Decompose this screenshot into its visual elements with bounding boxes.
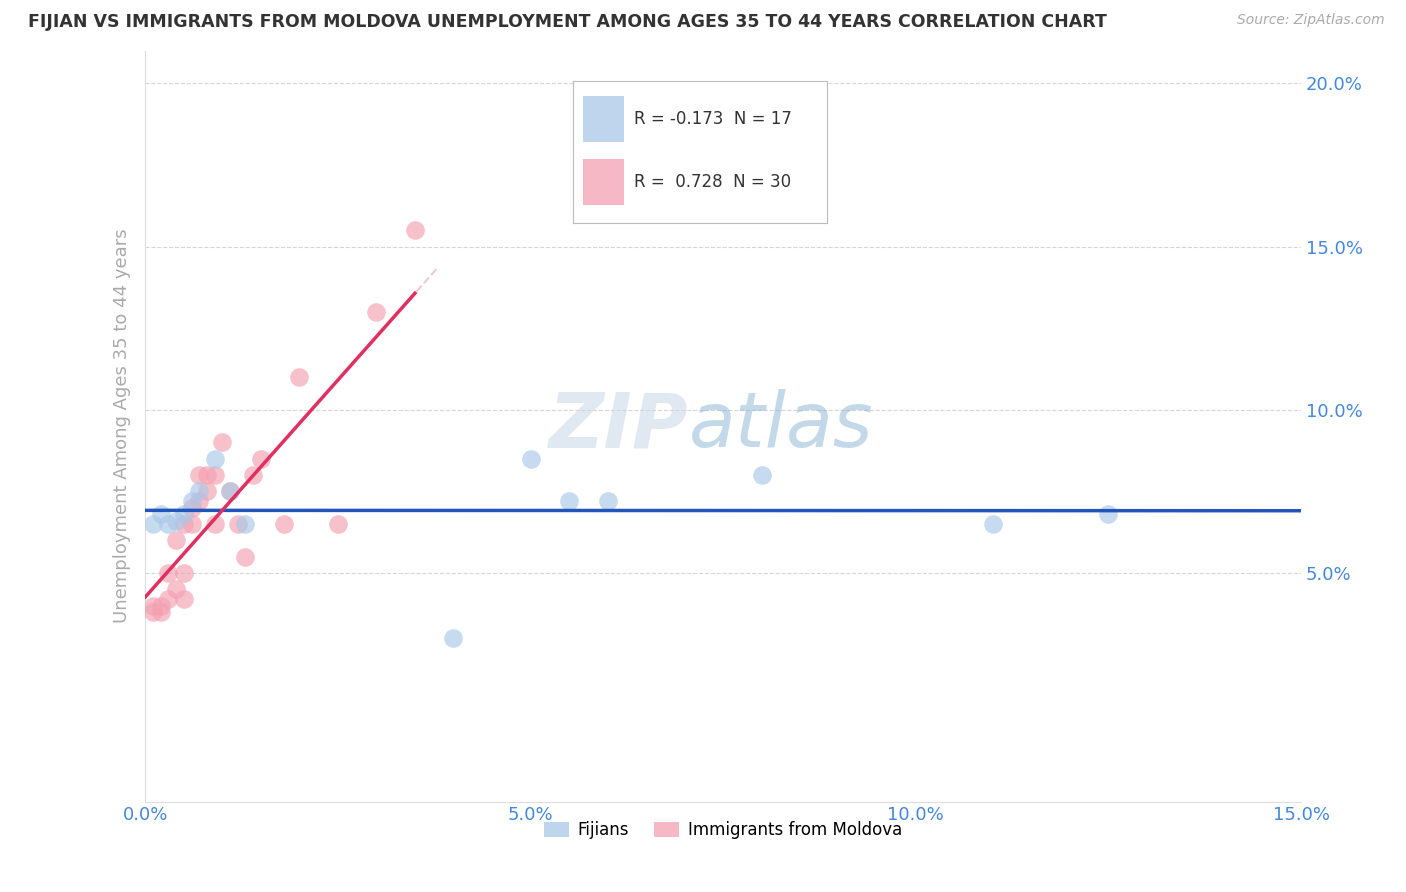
Point	[173, 566, 195, 580]
Point	[165, 533, 187, 548]
Point	[165, 582, 187, 597]
Point	[173, 592, 195, 607]
Point	[188, 494, 211, 508]
Text: Source: ZipAtlas.com: Source: ZipAtlas.com	[1237, 13, 1385, 28]
Point	[180, 517, 202, 532]
Point	[211, 435, 233, 450]
Point	[142, 605, 165, 619]
Point	[149, 605, 172, 619]
Point	[204, 517, 226, 532]
Point	[157, 592, 180, 607]
Point	[173, 508, 195, 522]
Point	[204, 451, 226, 466]
Point	[149, 599, 172, 613]
Point	[149, 508, 172, 522]
Point	[173, 517, 195, 532]
Point	[519, 451, 541, 466]
Point	[443, 632, 465, 646]
Point	[1097, 508, 1119, 522]
Point	[195, 468, 218, 483]
Point	[273, 517, 295, 532]
Point	[596, 494, 619, 508]
Point	[188, 468, 211, 483]
Text: atlas: atlas	[689, 389, 873, 463]
Point	[219, 484, 242, 499]
Point	[142, 517, 165, 532]
Point	[288, 370, 311, 384]
Point	[751, 468, 773, 483]
Point	[235, 517, 257, 532]
Point	[242, 468, 264, 483]
Point	[204, 468, 226, 483]
Point	[404, 223, 426, 237]
Point	[219, 484, 242, 499]
Point	[195, 484, 218, 499]
Text: ZIP: ZIP	[548, 389, 689, 463]
Point	[981, 517, 1004, 532]
Point	[558, 494, 581, 508]
Point	[188, 484, 211, 499]
Legend: Fijians, Immigrants from Moldova: Fijians, Immigrants from Moldova	[537, 814, 908, 846]
Point	[235, 549, 257, 564]
Point	[180, 494, 202, 508]
Y-axis label: Unemployment Among Ages 35 to 44 years: Unemployment Among Ages 35 to 44 years	[114, 229, 131, 624]
Point	[180, 500, 202, 515]
Point	[250, 451, 273, 466]
Point	[326, 517, 349, 532]
Point	[226, 517, 249, 532]
Point	[157, 517, 180, 532]
Point	[142, 599, 165, 613]
Point	[366, 305, 388, 319]
Point	[165, 514, 187, 528]
Text: FIJIAN VS IMMIGRANTS FROM MOLDOVA UNEMPLOYMENT AMONG AGES 35 TO 44 YEARS CORRELA: FIJIAN VS IMMIGRANTS FROM MOLDOVA UNEMPL…	[28, 13, 1107, 31]
Point	[157, 566, 180, 580]
